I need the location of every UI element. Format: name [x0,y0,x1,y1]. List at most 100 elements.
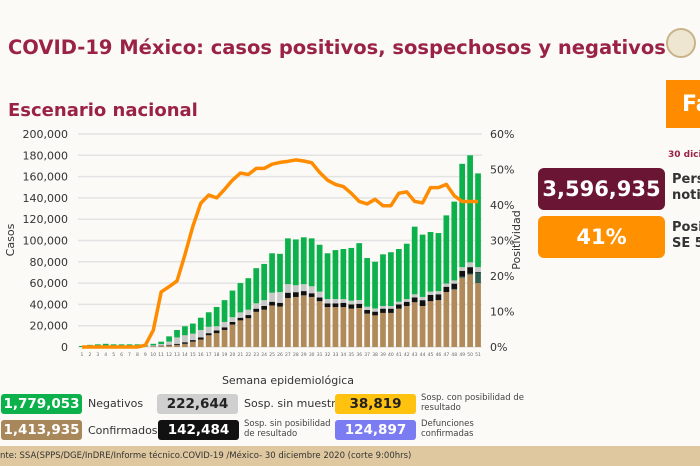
bar-sosp-sin-posibilidad-de-resultado [411,297,418,303]
bar-sosp-sin-posibilidad-de-resultado [308,293,315,297]
bar-sosp-sin-posibilidad-de-resultado [190,340,196,342]
bar-sosp-sin-muestra [316,291,323,298]
y-tick-label: 80,000 [30,256,69,269]
y-axis-label: Casos [4,223,17,256]
x-tick-label: 22 [245,352,251,358]
bar-confirmados [205,335,212,347]
bar-confirmados [308,296,315,347]
bar-confirmados [150,346,157,347]
y-tick-label: 180,000 [23,149,69,162]
bar-sosp-sin-muestra [182,335,188,343]
bar-sosp-con-posibilidad-de-resultado [475,272,481,284]
bar-sosp-sin-muestra [380,305,386,309]
bar-sosp-sin-muestra [459,267,466,271]
bar-negativos [443,215,450,284]
y2-tick-label: 10% [490,306,514,319]
bar-sosp-sin-muestra [237,312,244,318]
kpi-label-line: Posi [672,220,700,235]
x-tick-label: 15 [190,352,196,358]
x-tick-label: 45 [428,352,434,358]
x-tick-label: 41 [396,352,402,358]
y-tick-label: 60,000 [30,277,69,290]
x-tick-label: 11 [158,352,164,358]
bar-sosp-sin-posibilidad-de-resultado [388,308,394,313]
y-tick-label: 200,000 [23,128,69,141]
legend-defunciones-value: 124,897 [335,420,416,440]
bar-negativos [308,238,315,287]
bar-negativos [340,249,347,300]
bar-confirmados [221,329,228,347]
x-tick-label: 19 [222,352,228,358]
x-tick-label: 10 [150,352,156,358]
bar-negativos [467,155,473,263]
bar-negativos [150,343,157,346]
x-tick-label: 31 [317,352,323,358]
bar-confirmados [300,295,307,347]
bar-negativos [285,238,291,285]
bar-sosp-sin-posibilidad-de-resultado [403,301,410,306]
kpi-positivity-label: Posi SE 5 [672,220,700,252]
bar-confirmados [451,289,458,347]
bar-sosp-sin-posibilidad-de-resultado [332,303,339,308]
x-tick-label: 32 [325,352,331,358]
bar-sosp-sin-posibilidad-de-resultado [285,292,291,299]
bar-sosp-sin-muestra [435,291,442,295]
x-tick-label: 48 [451,352,457,358]
x-tick-label: 13 [174,352,180,358]
bar-confirmados [364,313,370,347]
bar-sosp-sin-muestra [388,305,394,309]
bar-sosp-sin-posibilidad-de-resultado [475,271,481,273]
bar-confirmados [253,311,260,347]
y-tick-label: 0 [61,341,68,354]
bar-sosp-sin-posibilidad-de-resultado [292,292,299,297]
report-date: 30 dici [668,150,700,160]
bar-sosp-sin-posibilidad-de-resultado [174,343,180,345]
bar-sosp-sin-posibilidad-de-resultado [300,291,307,296]
bar-sosp-sin-posibilidad-de-resultado [467,267,473,274]
kpi-label-line: SE 5 [672,236,700,251]
x-tick-label: 4 [104,352,107,358]
x-tick-label: 5 [112,352,115,358]
x-tick-label: 12 [166,352,172,358]
bar-confirmados [324,307,331,347]
bar-sosp-con-posibilidad-de-resultado [467,273,473,275]
bar-sosp-sin-posibilidad-de-resultado [356,303,363,309]
x-tick-label: 42 [404,352,410,358]
x-tick-label: 33 [333,352,339,358]
bar-sosp-sin-muestra [372,308,378,312]
bar-confirmados [348,308,355,347]
x-tick-label: 27 [285,352,291,358]
bar-sosp-sin-muestra [205,326,212,334]
bar-negativos [356,243,363,301]
bar-negativos [451,201,458,281]
bar-sosp-sin-muestra [395,301,402,305]
side-banner: Fa [666,80,700,128]
bar-sosp-sin-muestra [158,344,165,346]
bar-sosp-sin-muestra [269,292,275,302]
bar-negativos [277,253,283,293]
x-tick-label: 34 [341,352,347,358]
x-tick-label: 18 [214,352,220,358]
bar-sosp-sin-muestra [277,292,283,303]
bar-sosp-sin-posibilidad-de-resultado [221,327,228,330]
legend-defunciones-label: Defunciones confirmadas [421,419,474,439]
bar-negativos [316,244,323,292]
y-tick-label: 160,000 [23,171,69,184]
bar-sosp-sin-muestra [261,300,268,306]
bar-negativos [332,250,339,300]
bar-confirmados [213,333,220,347]
bar-sosp-sin-muestra [348,300,355,305]
bar-sosp-sin-posibilidad-de-resultado [380,308,386,313]
x-tick-label: 51 [475,352,481,358]
bar-sosp-con-posibilidad-de-resultado [459,276,466,278]
y-tick-label: 120,000 [23,213,69,226]
bar-confirmados [166,345,172,347]
bar-confirmados [158,345,165,347]
y2-axis-label: Positividad [510,210,523,269]
bar-sosp-sin-posibilidad-de-resultado [443,286,450,293]
bar-sosp-sin-posibilidad-de-resultado [229,321,236,325]
bar-confirmados [245,318,252,347]
x-tick-label: 7 [128,352,131,358]
bar-sosp-sin-posibilidad-de-resultado [451,283,458,289]
x-tick-label: 26 [277,352,283,358]
